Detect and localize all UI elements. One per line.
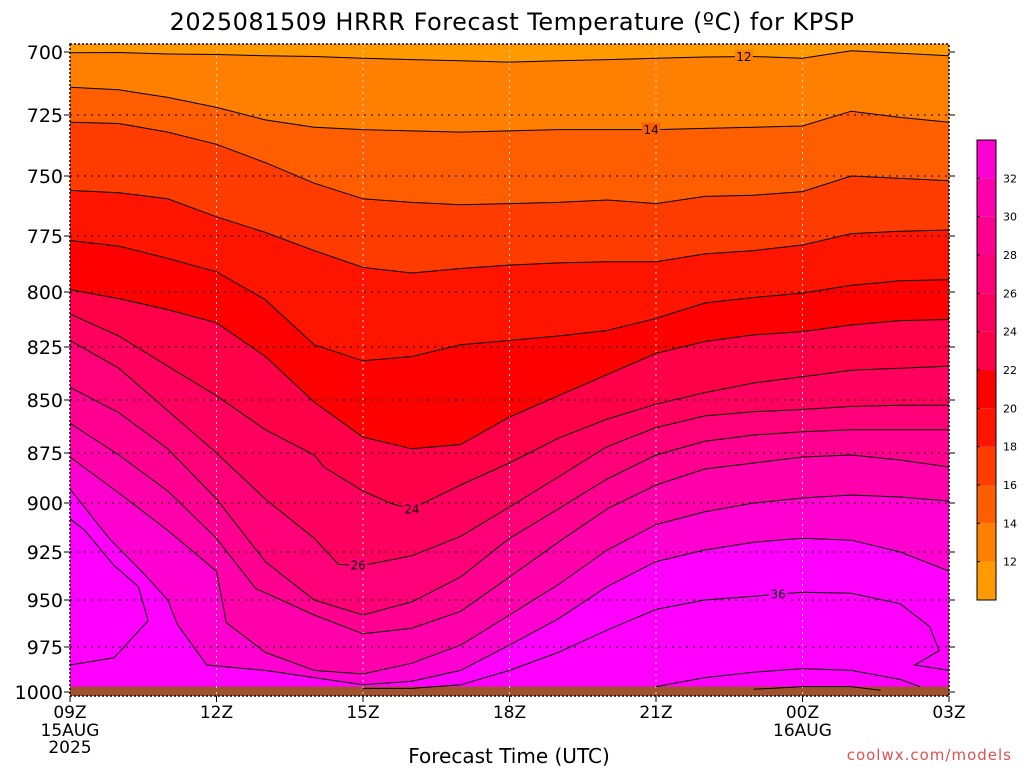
contour-label-bg-14 <box>642 122 661 136</box>
contour-24 <box>70 313 949 510</box>
y-tick-label-925: 925 <box>27 542 63 564</box>
x-tick-label-09Z: 09Z <box>53 703 86 723</box>
colorbar-swatch-24 <box>977 293 996 332</box>
contour-20 <box>70 240 949 362</box>
colorbar-label-32: 32 <box>1003 172 1017 185</box>
colorbar-swatch-14 <box>977 485 996 524</box>
x-tick-label-15Z: 15Z <box>346 703 379 723</box>
colorbar-swatch-16 <box>977 446 996 485</box>
y-tick-label-825: 825 <box>27 337 63 359</box>
plot-area: 12 14 24 26 36 <box>69 43 950 697</box>
contour-12 <box>70 50 949 63</box>
y-tick-label-750: 750 <box>27 166 63 188</box>
contour-label-36: 36 <box>770 588 785 602</box>
x-tick-label-12Z: 12Z <box>200 703 233 723</box>
grid-lines <box>70 44 949 696</box>
y-tick-label-1000: 1000 <box>15 682 63 704</box>
colorbar-label-16: 16 <box>1003 479 1017 492</box>
y-tick-label-950: 950 <box>27 590 63 612</box>
colorbar-swatch-28 <box>977 216 996 255</box>
contour-label-12: 12 <box>736 50 751 64</box>
colorbar-label-20: 20 <box>1003 402 1017 415</box>
colorbar-label-14: 14 <box>1003 517 1017 530</box>
y-tick-label-850: 850 <box>27 390 63 412</box>
contour-label-14: 14 <box>643 123 658 137</box>
surface-ground <box>70 686 949 696</box>
y-tick-label-900: 900 <box>27 493 63 515</box>
contour-28 <box>70 386 949 616</box>
x-tick-sublabel-09Z-1: 2025 <box>48 738 91 758</box>
colorbar: 12 14 16 18 20 22 24 26 28 30 32 <box>976 139 1017 601</box>
colorbar-label-12: 12 <box>1003 556 1017 569</box>
chart-title: 2025081509 HRRR Forecast Temperature (ºC… <box>170 8 855 36</box>
contour-22 <box>70 289 949 450</box>
colorbar-label-30: 30 <box>1003 211 1017 224</box>
contour-34 <box>70 488 949 686</box>
x-tick-label-00Z: 00Z <box>786 703 819 723</box>
y-tick-label-775: 775 <box>27 226 63 248</box>
contour-label-26: 26 <box>350 559 365 573</box>
contour-38 <box>655 668 920 688</box>
contour-36-1 <box>363 591 949 689</box>
x-tick-label-21Z: 21Z <box>639 703 672 723</box>
contour-label-bg-36 <box>769 587 788 601</box>
temperature-fill-bands <box>70 44 949 696</box>
colorbar-swatch-22 <box>977 331 996 370</box>
x-axis-label: Forecast Time (UTC) <box>408 744 610 768</box>
x-tick-label-03Z: 03Z <box>932 703 965 723</box>
contour-30 <box>70 422 949 635</box>
contour-26 <box>70 339 949 566</box>
colorbar-label-22: 22 <box>1003 364 1017 377</box>
contour-label-bg-24 <box>402 501 421 515</box>
contour-14 <box>70 86 949 133</box>
contour-labels: 12 14 24 26 36 <box>349 49 788 602</box>
contour-label-bg-26 <box>349 558 368 572</box>
colorbar-label-18: 18 <box>1003 441 1017 454</box>
colorbar-swatch-26 <box>977 255 996 294</box>
colorbar-swatch-10 <box>977 561 996 600</box>
contour-40 <box>753 686 881 691</box>
contour-32 <box>70 456 949 675</box>
colorbar-swatch-32 <box>977 140 996 179</box>
colorbar-swatch-12 <box>977 523 996 562</box>
colorbar-label-28: 28 <box>1003 249 1017 262</box>
colorbar-label-24: 24 <box>1003 326 1017 339</box>
y-axis-ticks: 700 725 750 775 800 825 850 875 900 925 950 975 1000 <box>15 42 955 704</box>
y-tick-label-700: 700 <box>27 42 63 64</box>
contour-16 <box>70 121 949 206</box>
colorbar-swatch-18 <box>977 408 996 447</box>
contour-label-bg-12 <box>734 49 753 63</box>
colorbar-swatch-20 <box>977 370 996 409</box>
y-tick-label-725: 725 <box>27 105 63 127</box>
x-tick-label-18Z: 18Z <box>493 703 526 723</box>
colorbar-swatch-30 <box>977 178 996 217</box>
contour-lines <box>70 50 949 691</box>
band-above-36-left <box>70 518 149 696</box>
y-tick-label-875: 875 <box>27 443 63 465</box>
y-tick-label-800: 800 <box>27 282 63 304</box>
colorbar-label-26: 26 <box>1003 287 1017 300</box>
contour-36-0 <box>70 518 149 666</box>
x-tick-sublabel-09Z-0: 15AUG <box>41 721 100 741</box>
credit-text: coolwx.com/models <box>847 746 1012 764</box>
x-tick-sublabel-00Z-0: 16AUG <box>773 721 832 741</box>
y-tick-label-975: 975 <box>27 637 63 659</box>
plot-frame <box>69 43 950 697</box>
contour-18 <box>70 189 949 274</box>
contour-label-24: 24 <box>404 502 419 516</box>
